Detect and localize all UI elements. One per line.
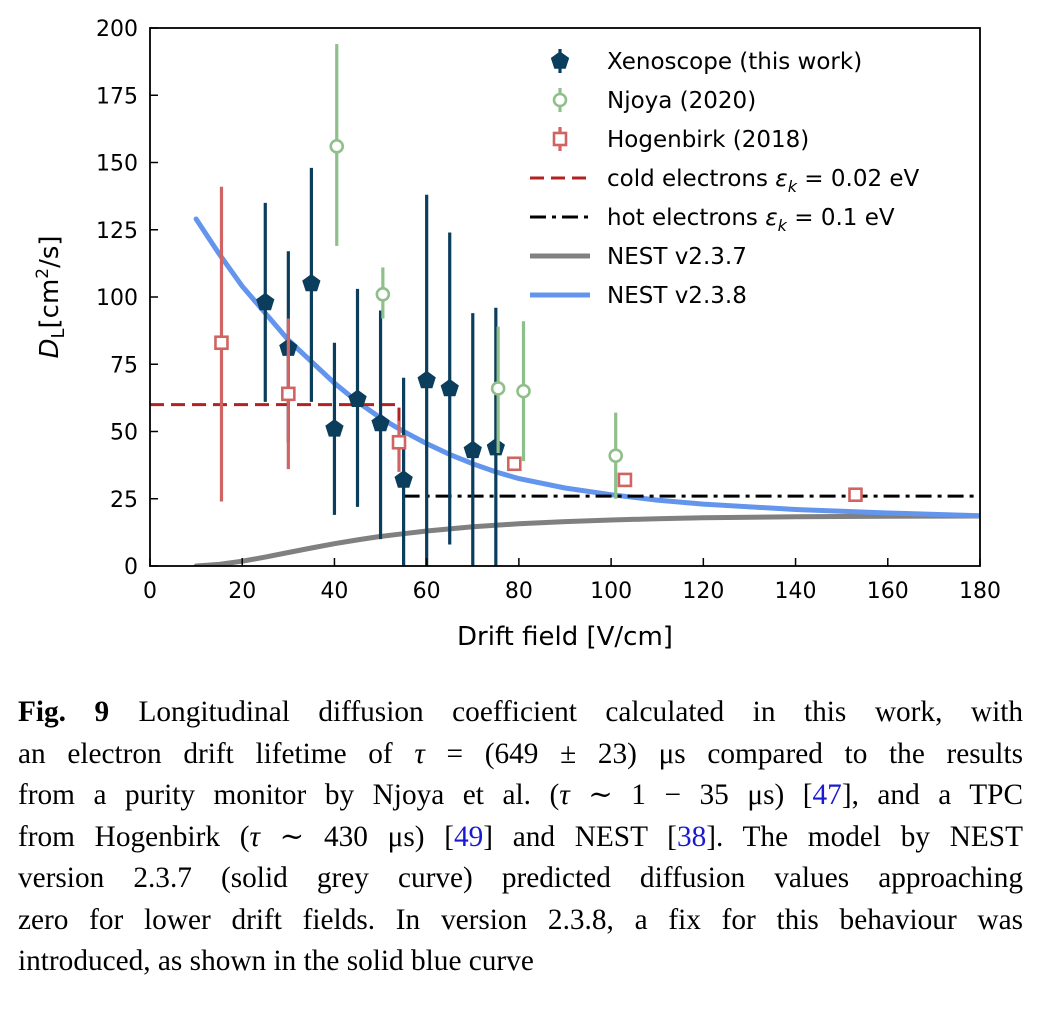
legend-label: Njoya (2020) — [607, 88, 756, 114]
y-tick-label: 150 — [96, 152, 138, 177]
data-point — [302, 273, 321, 292]
caption-line: version 2.3.7 (solid grey curve) predict… — [18, 862, 1023, 894]
data-point — [463, 440, 482, 459]
y-tick-label: 25 — [110, 488, 138, 513]
x-tick-label: 180 — [959, 579, 1001, 604]
y-tick-label: 175 — [96, 84, 138, 109]
data-point — [506, 456, 522, 472]
caption-line: an electron drift lifetime of τ = (649 ±… — [18, 737, 1023, 770]
citation-link[interactable]: 49 — [453, 820, 484, 853]
citation-link[interactable]: 47 — [812, 779, 842, 811]
data-point — [371, 413, 390, 432]
legend-entry: NEST v2.3.7 — [530, 244, 747, 270]
data-point — [329, 139, 345, 154]
legend-marker — [552, 92, 568, 108]
legend-label: hot electrons εk = 0.1 eV — [607, 205, 895, 235]
data-point — [281, 386, 296, 402]
series-line-3 — [193, 216, 980, 519]
y-tick-label: 200 — [96, 17, 138, 42]
series-line-2 — [193, 513, 980, 566]
legend-entry: hot electrons εk = 0.1 eV — [530, 205, 895, 235]
x-tick-label: 40 — [320, 579, 348, 604]
data-point — [486, 437, 505, 456]
data-point — [440, 378, 459, 397]
x-tick-label: 60 — [413, 579, 441, 604]
caption-line: introduced, as shown in the solid blue c… — [18, 945, 534, 977]
caption-line: from Hogenbirk (τ ∼ 430 μs) [49] and NES… — [18, 820, 1023, 853]
x-tick-label: 0 — [143, 579, 157, 604]
legend-entry: NEST v2.3.8 — [530, 283, 747, 309]
x-tick-label: 20 — [228, 579, 256, 604]
legend-marker — [552, 131, 568, 147]
series-line-0 — [150, 403, 401, 443]
caption-line: from a purity monitor by Njoya et al. (τ… — [18, 779, 1023, 811]
y-tick-label: 0 — [124, 555, 138, 580]
data-point — [214, 335, 229, 351]
legend-label: NEST v2.3.8 — [607, 283, 747, 309]
lines-layer — [150, 216, 980, 566]
data-point — [617, 472, 633, 488]
figure-caption: Fig. 9 Longitudinal diffusion coefficien… — [18, 692, 1023, 983]
data-point — [348, 389, 367, 407]
x-tick-label: 100 — [590, 579, 632, 604]
x-axis-label: Drift field [V/cm] — [457, 622, 673, 652]
legend: Xenoscope (this work) Njoya (2020) Hogenbi… — [530, 49, 920, 309]
legend-label: cold electrons εk = 0.02 eV — [607, 166, 920, 196]
data-point — [516, 383, 531, 399]
data-point — [848, 487, 863, 503]
caption-label: Fig. 9 — [18, 696, 110, 728]
caption-line: Fig. 9 Longitudinal diffusion coefficien… — [18, 696, 1024, 728]
y-tick-label: 75 — [110, 353, 138, 378]
data-point — [417, 370, 436, 389]
legend-label: Xenoscope (this work) — [607, 49, 862, 75]
legend-entry: Njoya (2020) — [552, 88, 756, 114]
legend-entry: Xenoscope (this work) — [550, 49, 862, 75]
x-tick-label: 120 — [682, 579, 724, 604]
legend-entry: cold electrons εk = 0.02 eV — [530, 166, 920, 196]
data-point — [490, 381, 506, 396]
legend-marker — [550, 51, 570, 69]
caption-line: zero for lower drift fields. In version … — [18, 903, 1023, 936]
legend-label: Hogenbirk (2018) — [607, 127, 809, 153]
y-axis-label: DL[cm2/s] — [33, 235, 69, 358]
x-tick-label: 140 — [775, 579, 817, 604]
points-layer — [214, 44, 863, 566]
x-tick-label: 80 — [505, 579, 533, 604]
data-point — [256, 292, 275, 311]
data-point — [608, 448, 624, 464]
series-2 — [214, 186, 863, 503]
y-tick-label: 100 — [96, 286, 138, 311]
figure-chart: 0 20 40 60 80 100 120 140 160 180 0 25 50 75 100 125 150… — [33, 17, 1001, 652]
legend-label: NEST v2.3.7 — [607, 244, 747, 270]
data-point — [391, 434, 407, 450]
legend-entry: Hogenbirk (2018) — [552, 127, 809, 153]
ticks-layer: 0 20 40 60 80 100 120 140 160 180 0 25 50 75 100 125 150… — [96, 17, 1001, 604]
y-tick-label: 125 — [96, 219, 138, 244]
y-tick-label: 50 — [110, 421, 138, 446]
x-tick-label: 160 — [867, 579, 909, 604]
data-point — [325, 419, 344, 437]
data-point — [375, 287, 391, 302]
series-1 — [329, 44, 624, 499]
data-point — [394, 470, 413, 488]
series-0 — [256, 167, 505, 566]
citation-link[interactable]: 38 — [676, 820, 707, 853]
